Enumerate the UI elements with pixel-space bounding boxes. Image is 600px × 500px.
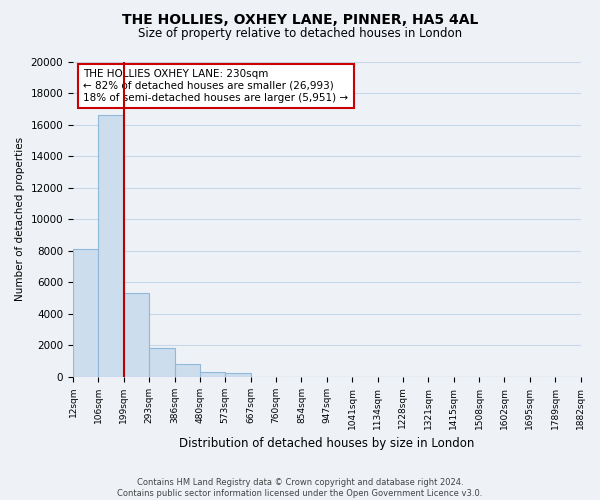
Text: THE HOLLIES OXHEY LANE: 230sqm
← 82% of detached houses are smaller (26,993)
18%: THE HOLLIES OXHEY LANE: 230sqm ← 82% of … [83,70,349,102]
Text: Contains HM Land Registry data © Crown copyright and database right 2024.
Contai: Contains HM Land Registry data © Crown c… [118,478,482,498]
Bar [124,294,149,377]
Text: THE HOLLIES, OXHEY LANE, PINNER, HA5 4AL: THE HOLLIES, OXHEY LANE, PINNER, HA5 4AL [122,12,478,26]
Bar [73,249,98,377]
Bar [175,364,200,377]
Y-axis label: Number of detached properties: Number of detached properties [15,137,25,301]
Bar [98,115,124,377]
Bar [149,348,175,377]
X-axis label: Distribution of detached houses by size in London: Distribution of detached houses by size … [179,437,475,450]
Text: Size of property relative to detached houses in London: Size of property relative to detached ho… [138,28,462,40]
Bar [225,373,251,377]
Bar [200,372,225,377]
